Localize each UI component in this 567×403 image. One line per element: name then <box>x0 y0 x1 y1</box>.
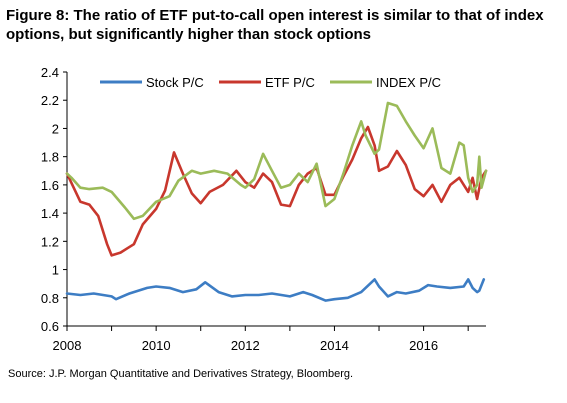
x-tick-label: 2016 <box>409 338 438 353</box>
chart-legend: Stock P/C ETF P/C INDEX P/C <box>100 75 441 90</box>
y-tick-label: 2.4 <box>41 65 59 80</box>
y-tick-label: 1.6 <box>41 178 59 193</box>
legend-label: INDEX P/C <box>376 75 441 90</box>
y-tick-label: 2 <box>52 121 59 136</box>
y-tick-label: 1.8 <box>41 150 59 165</box>
y-tick-label: 0.6 <box>41 319 59 334</box>
figure-title: Figure 8: The ratio of ETF put-to-call o… <box>6 7 544 43</box>
legend-label: Stock P/C <box>146 75 204 90</box>
series-line-etf-p-c <box>65 125 488 257</box>
chart-tick-labels: 0.6 0.8 1 1.2 1.4 1.6 1.8 2 2.2 2.4 2008 2010 2012 20… <box>41 65 438 353</box>
series-line-index-p-c <box>65 101 488 221</box>
chart-axes <box>63 71 486 331</box>
y-tick-label: 2.2 <box>41 93 59 108</box>
x-tick-label: 2010 <box>142 338 171 353</box>
chart-series <box>65 101 488 302</box>
legend-label: ETF P/C <box>265 75 315 90</box>
source-note: Source: J.P. Morgan Quantitative and Der… <box>8 368 354 380</box>
series-line-stock-p-c <box>65 278 486 302</box>
y-tick-label: 0.8 <box>41 291 59 306</box>
y-tick-label: 1 <box>52 263 59 278</box>
x-tick-label: 2008 <box>53 338 82 353</box>
y-tick-label: 1.4 <box>41 206 59 221</box>
x-tick-label: 2012 <box>231 338 260 353</box>
y-tick-label: 1.2 <box>41 234 59 249</box>
x-tick-label: 2014 <box>320 338 349 353</box>
